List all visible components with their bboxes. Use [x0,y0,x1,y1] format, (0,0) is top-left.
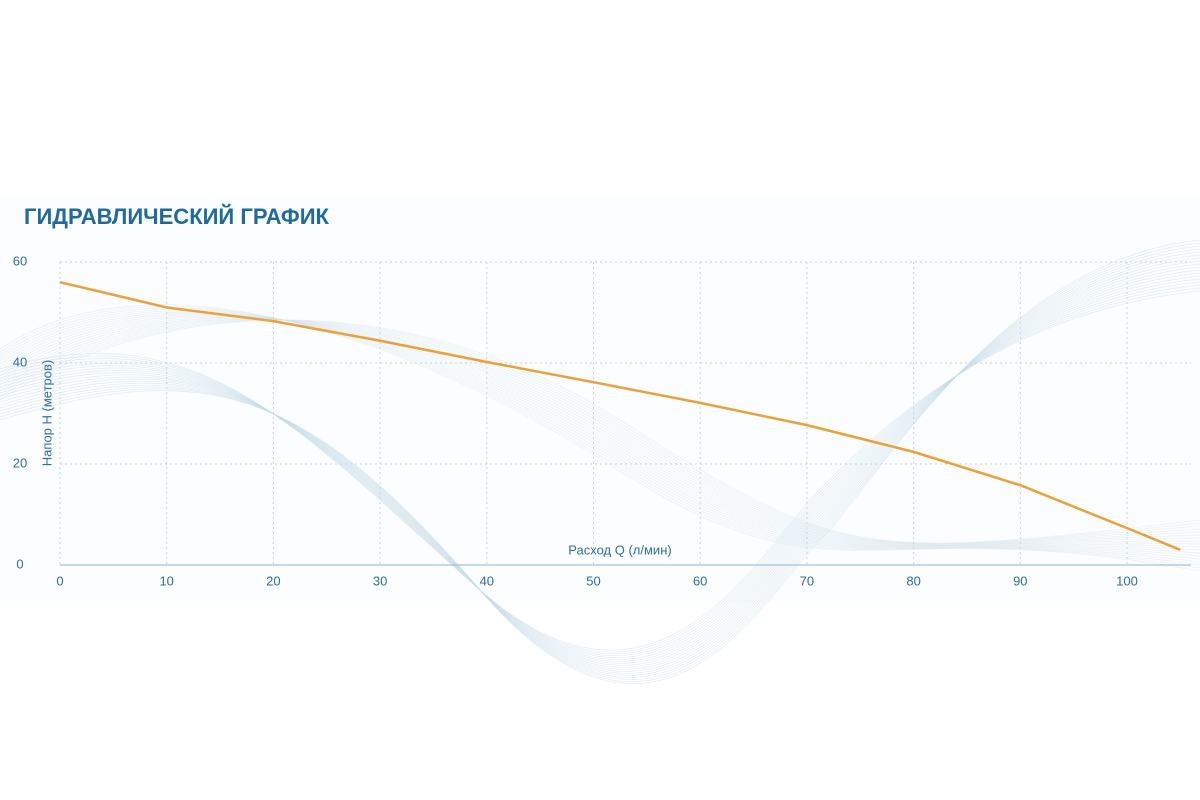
x-tick-label: 20 [266,573,280,588]
wave [0,260,1200,670]
x-tick-label: 30 [373,573,387,588]
wave [0,317,1200,546]
y-axis-label: Напор Н (метров) [39,360,54,466]
wave [0,314,1200,551]
x-tick-label: 80 [906,573,920,588]
x-tick-label: 0 [56,573,63,588]
line-series [59,280,1181,552]
x-tick-label: 70 [800,573,814,588]
chart-title: ГИДРАВЛИЧЕСКИЙ ГРАФИК [24,204,330,229]
wave [0,306,1200,569]
wave [0,318,1200,545]
wave [0,242,1200,683]
wave [0,316,1200,547]
x-tick-label: 90 [1013,573,1027,588]
wave [0,269,1200,664]
wave [0,251,1200,676]
wave [0,248,1200,678]
y-tick-label: 60 [13,253,27,268]
chart-background [0,195,1200,602]
x-tick-label: 50 [586,573,600,588]
wave [0,319,1200,544]
x-tick-label: 60 [693,573,707,588]
wave [0,309,1200,563]
wave [0,257,1200,672]
wave [0,290,1200,651]
y-tick-label: 20 [13,455,27,470]
wave [0,272,1200,662]
wave [0,318,1200,546]
y-tick-label: 0 [16,556,23,571]
wave [0,319,1200,545]
wave [0,287,1200,653]
wave [0,312,1200,554]
wave [0,310,1200,560]
wave [0,239,1200,685]
wave [0,319,1200,544]
x-tick-label: 100 [1116,573,1138,588]
wave [0,316,1200,546]
wave [0,263,1200,668]
x-tick-label: 40 [480,573,494,588]
wave [0,281,1200,657]
wave [0,304,1200,572]
wave [0,254,1200,674]
x-axis-label: Расход Q (л/мин) [568,542,671,557]
wave [0,284,1200,655]
wave [0,275,1200,660]
wave [0,319,1200,545]
wave [0,311,1200,557]
wave [0,315,1200,548]
wave [0,266,1200,666]
x-tick-label: 10 [159,573,173,588]
decorative-waves [0,239,1200,685]
y-tick-label: 40 [13,354,27,369]
wave [0,245,1200,680]
wave [0,278,1200,659]
